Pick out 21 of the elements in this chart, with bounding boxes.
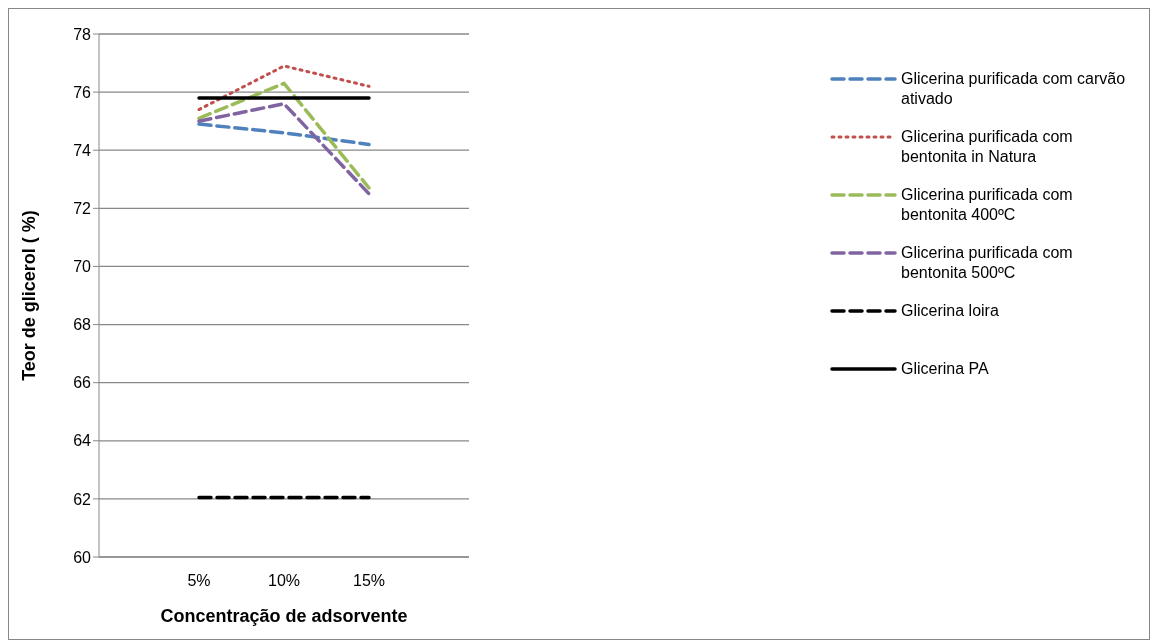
legend-label: Glicerina purificada com carvão ativado [901,69,1127,109]
y-axis-title: Teor de glicerol ( %) [19,210,40,381]
x-tick-label: 10% [267,572,301,590]
legend-label: Glicerina PA [901,359,989,379]
y-tick-label: 68 [73,316,92,334]
x-axis-title: Concentração de adsorvente [160,606,408,626]
y-tick-label: 74 [73,141,92,159]
y-tick-label: 72 [73,200,92,218]
y-tick-label: 64 [73,432,92,450]
x-tick-label: 15% [352,572,386,590]
legend-label: Glicerina loira [901,301,999,321]
legend-label: Glicerina purificada com bentonita in Natura [901,127,1074,167]
y-tick-label: 66 [73,374,92,392]
y-tick-label: 70 [73,258,92,276]
y-tick-label: 60 [73,548,92,566]
y-tick-label: 76 [73,83,92,101]
legend-label: Glicerina purificada com bentonita 500ºC [901,243,1074,283]
x-tick-label: 5% [187,572,211,590]
y-tick-label: 78 [73,25,92,43]
y-tick-label: 62 [73,490,92,508]
legend-label: Glicerina purificada com bentonita 400ºC [901,185,1074,225]
